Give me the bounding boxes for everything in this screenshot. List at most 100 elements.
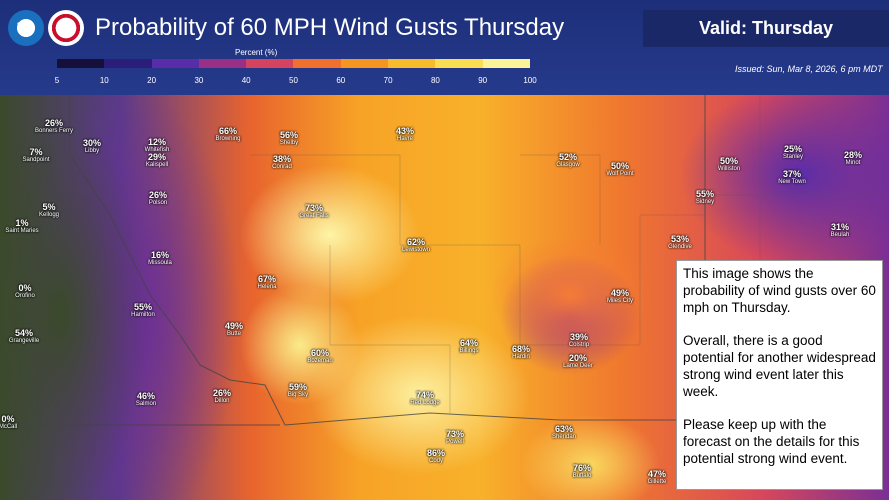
place-percent: 62%	[406, 237, 426, 247]
place-label: 68% Hardin	[512, 345, 530, 361]
boundaries	[0, 95, 889, 426]
place-percent: 43%	[395, 126, 415, 136]
place-percent: 0%	[1, 414, 15, 424]
place-name: Big Sky	[287, 392, 309, 398]
place-name: Glendive	[668, 244, 692, 250]
place-label: 62% Lewistown	[402, 237, 430, 254]
legend-tick: 5	[54, 76, 60, 85]
place-percent: 49%	[610, 288, 630, 298]
place-percent: 47%	[647, 469, 666, 479]
info-paragraph: This image shows the probability of wind…	[683, 266, 876, 315]
header: NOAA Probability of 60 MPH Wind Gusts Th…	[0, 0, 889, 95]
legend-swatch	[151, 59, 199, 68]
place-label: 66% Browning	[215, 126, 241, 143]
legend-tick: 50	[289, 76, 298, 85]
place-percent: 60%	[310, 348, 330, 358]
place-name: Kalispell	[145, 162, 169, 168]
place-name: Saint Maries	[5, 228, 39, 234]
place-label: 54% Grangeville	[9, 328, 39, 345]
legend-swatch	[388, 59, 436, 68]
legend-swatch	[340, 59, 389, 68]
place-name: Hardin	[512, 354, 530, 360]
place-label: 53% Glendive	[668, 234, 692, 251]
place-percent: 12%	[147, 137, 166, 147]
place-percent: 50%	[610, 161, 630, 171]
place-name: Bonners Ferry	[34, 128, 74, 134]
state-border	[284, 412, 700, 426]
place-name: Polson	[148, 200, 168, 206]
place-name: New Town	[778, 179, 806, 185]
place-name: Glasgow	[556, 162, 580, 168]
place-name: Sandpoint	[22, 157, 50, 163]
legend-tick: 30	[194, 76, 204, 85]
valid-time: Valid: Thursday	[643, 10, 889, 47]
place-name: Sheridan	[551, 434, 577, 440]
place-label: 0% McCall	[0, 414, 18, 431]
place-name: Williston	[717, 166, 741, 172]
place-percent: 31%	[830, 222, 849, 232]
place-name: Powell	[446, 439, 464, 445]
place-name: Missoula	[148, 260, 172, 266]
place-label: 47% Gillette	[647, 469, 667, 486]
legend-tick: 100	[523, 76, 537, 85]
place-label: 39% Colstrip	[569, 333, 589, 349]
place-percent: 53%	[670, 234, 689, 244]
place-label: 59% Big Sky	[287, 382, 309, 399]
legend-tick: 70	[383, 76, 393, 85]
place-percent: 49%	[224, 321, 244, 331]
place-label: 86% Cody	[427, 449, 445, 465]
place-percent: 59%	[288, 382, 307, 392]
place-label: 49% Butte	[224, 321, 244, 338]
legend-swatch	[435, 59, 483, 68]
place-name: Hamilton	[131, 312, 155, 318]
logo-text: NOAA	[17, 23, 35, 29]
place-name: McCall	[0, 424, 18, 430]
place-name: Browning	[215, 136, 241, 142]
place-label: 46% Salmon	[135, 392, 157, 408]
place-label: 50% Wolf Point	[606, 161, 634, 178]
place-name: Kellogg	[38, 212, 60, 218]
noaa-logo: NOAA	[8, 10, 44, 46]
legend-swatch	[293, 59, 341, 68]
legend-swatch	[198, 59, 247, 68]
place-name: Gillette	[647, 479, 667, 485]
place-label: 12% Whitefish	[145, 137, 170, 154]
place-label: 0% Orofino	[15, 284, 35, 300]
place-label: 52% Glasgow	[556, 153, 580, 169]
place-name: Billings	[459, 348, 479, 354]
place-label: 38% Conrad	[272, 155, 292, 171]
legend-bar	[57, 59, 530, 68]
place-label: 1% Saint Maries	[5, 218, 39, 235]
place-name: Cody	[428, 458, 444, 464]
place-label: 26% Polson	[148, 191, 168, 207]
place-label: 56% Shelby	[280, 131, 298, 147]
place-label: 63% Sheridan	[551, 425, 577, 441]
legend-title: Percent (%)	[235, 48, 278, 57]
place-label: 76% Buffalo	[572, 463, 592, 480]
place-name: Minot	[845, 160, 861, 166]
place-label: 73% Powell	[446, 430, 464, 446]
place-percent: 25%	[783, 144, 803, 154]
place-percent: 26%	[44, 118, 64, 128]
place-label: 55% Hamilton	[131, 303, 155, 319]
place-name: Salmon	[135, 401, 157, 407]
place-percent: 1%	[15, 218, 29, 228]
place-percent: 54%	[14, 328, 34, 338]
place-name: Miles City	[606, 298, 634, 304]
place-percent: 74%	[415, 390, 435, 400]
place-label: 67% Helena	[257, 275, 276, 291]
place-name: Libby	[84, 148, 100, 154]
place-label: 50% Williston	[717, 157, 741, 173]
place-name: Dillon	[214, 398, 230, 404]
legend-swatch	[104, 59, 152, 68]
place-percent: 76%	[572, 463, 592, 473]
place-name: Bozeman	[307, 358, 333, 364]
place-name: Wolf Point	[606, 171, 634, 177]
legend-swatch	[57, 59, 105, 68]
place-name: Conrad	[272, 164, 292, 170]
place-label: 64% Billings	[459, 339, 479, 355]
place-percent: 66%	[218, 126, 238, 136]
place-percent: 55%	[695, 189, 715, 199]
place-percent: 28%	[843, 150, 863, 160]
